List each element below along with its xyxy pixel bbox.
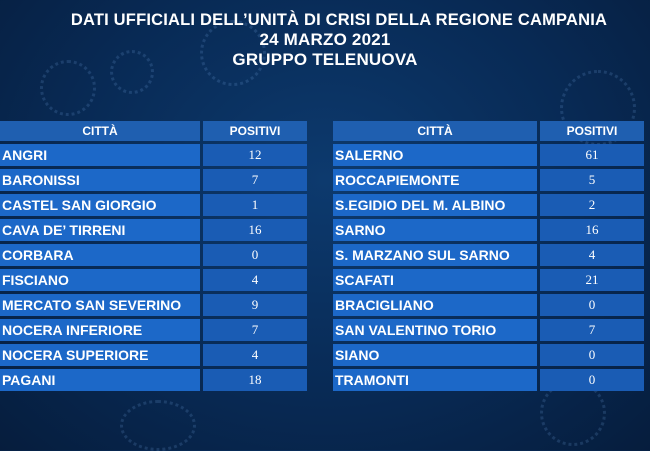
right-table: CITTÀ POSITIVI SALERNO 61 ROCCAPIEMONTE 5 S.… xyxy=(333,118,644,394)
column-header-positive: POSITIVI xyxy=(540,121,644,141)
table-row: MERCATO SAN SEVERINO 9 xyxy=(0,294,307,316)
page-title: DATI UFFICIALI DELL’UNITÀ DI CRISI DELLA… xyxy=(70,11,608,29)
background-virus-decoration xyxy=(120,400,196,451)
city-name: CORBARA xyxy=(0,244,200,266)
positive-count: 0 xyxy=(540,294,644,316)
table-row: SALERNO 61 xyxy=(333,144,644,166)
background-virus-decoration xyxy=(200,20,266,86)
city-name: CAVA DE’ TIRRENI xyxy=(0,219,200,241)
positive-count: 61 xyxy=(540,144,644,166)
table-row: PAGANI 18 xyxy=(0,369,307,391)
right-table-body: SALERNO 61 ROCCAPIEMONTE 5 S.EGIDIO DEL M. A… xyxy=(333,144,644,391)
city-name: BRACIGLIANO xyxy=(333,294,537,316)
city-name: ROCCAPIEMONTE xyxy=(333,169,537,191)
table-row: SIANO 0 xyxy=(333,344,644,366)
background-virus-decoration xyxy=(40,60,96,116)
table-row: BARONISSI 7 xyxy=(0,169,307,191)
table-row: S. MARZANO SUL SARNO 4 xyxy=(333,244,644,266)
city-name: SAN VALENTINO TORIO xyxy=(333,319,537,341)
table-row: SAN VALENTINO TORIO 7 xyxy=(333,319,644,341)
city-name: SCAFATI xyxy=(333,269,537,291)
table-row: FISCIANO 4 xyxy=(0,269,307,291)
table-row: ROCCAPIEMONTE 5 xyxy=(333,169,644,191)
positive-count: 7 xyxy=(203,319,307,341)
background-virus-decoration xyxy=(110,50,154,94)
table-row: CORBARA 0 xyxy=(0,244,307,266)
city-name: CASTEL SAN GIORGIO xyxy=(0,194,200,216)
table-row: SCAFATI 21 xyxy=(333,269,644,291)
positive-count: 4 xyxy=(203,269,307,291)
city-name: TRAMONTI xyxy=(333,369,537,391)
positive-count: 16 xyxy=(540,219,644,241)
city-name: SARNO xyxy=(333,219,537,241)
positive-count: 18 xyxy=(203,369,307,391)
city-name: S. MARZANO SUL SARNO xyxy=(333,244,537,266)
table-row: ANGRI 12 xyxy=(0,144,307,166)
positive-count: 7 xyxy=(540,319,644,341)
positive-count: 0 xyxy=(540,344,644,366)
left-table-body: ANGRI 12 BARONISSI 7 CASTEL SAN GIORGIO 1 CAVA… xyxy=(0,144,307,391)
table-row: CAVA DE’ TIRRENI 16 xyxy=(0,219,307,241)
city-name: FISCIANO xyxy=(0,269,200,291)
positive-count: 4 xyxy=(540,244,644,266)
positive-count: 21 xyxy=(540,269,644,291)
positive-count: 12 xyxy=(203,144,307,166)
city-name: ANGRI xyxy=(0,144,200,166)
positive-count: 1 xyxy=(203,194,307,216)
table-row: SARNO 16 xyxy=(333,219,644,241)
city-name: SALERNO xyxy=(333,144,537,166)
positive-count: 5 xyxy=(540,169,644,191)
column-header-city: CITTÀ xyxy=(0,121,200,141)
positive-count: 2 xyxy=(540,194,644,216)
positive-count: 7 xyxy=(203,169,307,191)
positive-count: 0 xyxy=(540,369,644,391)
positive-count: 9 xyxy=(203,294,307,316)
positive-count: 4 xyxy=(203,344,307,366)
page-header: DATI UFFICIALI DELL’UNITÀ DI CRISI DELLA… xyxy=(0,10,650,70)
table-row: NOCERA INFERIORE 7 xyxy=(0,319,307,341)
table-row: S.EGIDIO DEL M. ALBINO 2 xyxy=(333,194,644,216)
column-header-city: CITTÀ xyxy=(333,121,537,141)
city-name: NOCERA SUPERIORE xyxy=(0,344,200,366)
table-row: CASTEL SAN GIORGIO 1 xyxy=(0,194,307,216)
table-row: NOCERA SUPERIORE 4 xyxy=(0,344,307,366)
city-name: NOCERA INFERIORE xyxy=(0,319,200,341)
city-name: S.EGIDIO DEL M. ALBINO xyxy=(333,194,537,216)
group-name: GRUPPO TELENUOVA xyxy=(232,50,418,69)
table-header-row: CITTÀ POSITIVI xyxy=(333,121,644,141)
table-row: TRAMONTI 0 xyxy=(333,369,644,391)
city-name: MERCATO SAN SEVERINO xyxy=(0,294,200,316)
table-row: BRACIGLIANO 0 xyxy=(333,294,644,316)
column-header-positive: POSITIVI xyxy=(203,121,307,141)
table-header-row: CITTÀ POSITIVI xyxy=(0,121,307,141)
positive-count: 0 xyxy=(203,244,307,266)
report-date: 24 MARZO 2021 xyxy=(259,30,391,49)
positive-count: 16 xyxy=(203,219,307,241)
city-name: BARONISSI xyxy=(0,169,200,191)
city-name: SIANO xyxy=(333,344,537,366)
left-table: CITTÀ POSITIVI ANGRI 12 BARONISSI 7 CASTEL S… xyxy=(0,118,307,394)
city-name: PAGANI xyxy=(0,369,200,391)
